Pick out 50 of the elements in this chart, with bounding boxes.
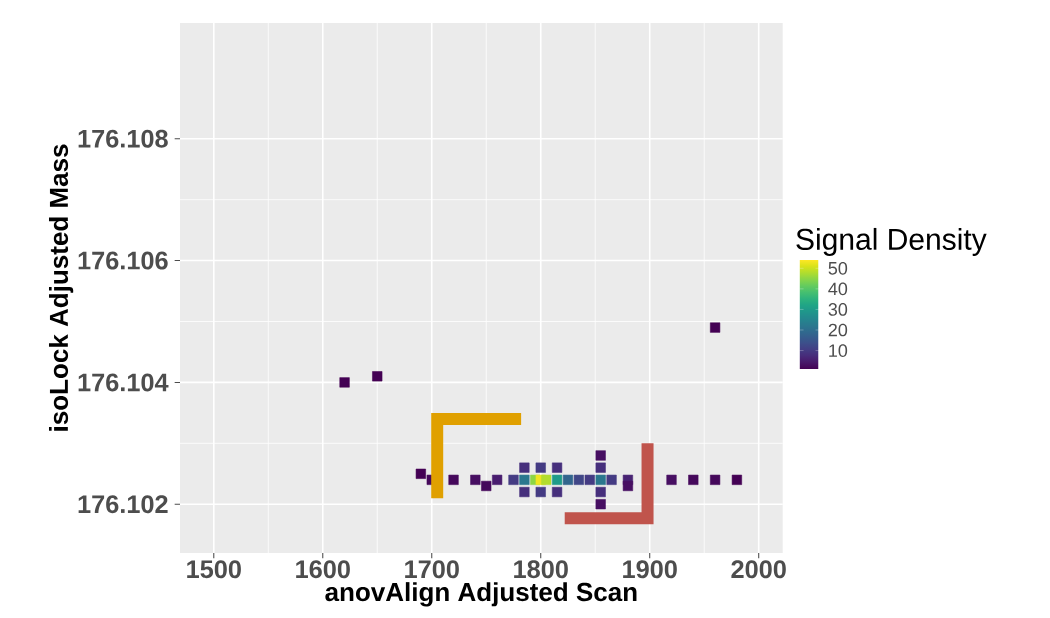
x-tick-label: 2000 (731, 560, 786, 579)
x-tick-label: 1900 (623, 560, 677, 579)
point (481, 480, 492, 492)
point (508, 474, 519, 485)
y-tick-label: 176.106 (78, 251, 168, 270)
point (573, 474, 584, 485)
x-tick-label: 1800 (514, 560, 568, 579)
y-tick-label: 176.102 (78, 495, 168, 514)
point (595, 462, 606, 473)
color-bar-label: 30 (828, 303, 848, 316)
x-tick-label: 1500 (187, 560, 241, 579)
point (552, 474, 563, 485)
point (470, 474, 481, 485)
point (595, 474, 606, 485)
x-tick-label: 1600 (296, 560, 350, 579)
x-axis-title: anovAlign Adjusted Scan (325, 582, 637, 607)
point (595, 450, 606, 461)
x-tick-label: 1700 (405, 560, 459, 579)
point (606, 474, 617, 485)
point (584, 474, 595, 485)
point (519, 474, 530, 485)
point (595, 499, 606, 510)
point (519, 486, 530, 498)
point (688, 474, 699, 485)
point (710, 322, 721, 333)
point (519, 462, 530, 473)
point (562, 474, 574, 485)
y-axis-title: isoLock Adjusted Mass (48, 144, 74, 431)
point (552, 462, 563, 473)
color-bar-label: 10 (829, 344, 848, 357)
y-tick-label: 176.108 (78, 129, 168, 148)
color-bar-label: 20 (828, 323, 848, 337)
point (710, 474, 721, 485)
point (622, 480, 633, 492)
point (448, 474, 459, 485)
y-tick-label: 176.104 (78, 373, 169, 392)
point (595, 486, 606, 498)
color-bar-title: Signal Density (796, 227, 987, 256)
point (731, 474, 742, 485)
color-bar-label: 40 (828, 282, 848, 296)
point (415, 468, 426, 479)
point (552, 486, 563, 498)
point (535, 462, 546, 473)
point (535, 486, 546, 498)
point (541, 474, 552, 485)
point (492, 474, 503, 485)
color-bar-label: 50 (828, 261, 848, 275)
point (666, 474, 677, 485)
point (339, 377, 350, 388)
point (372, 371, 383, 382)
